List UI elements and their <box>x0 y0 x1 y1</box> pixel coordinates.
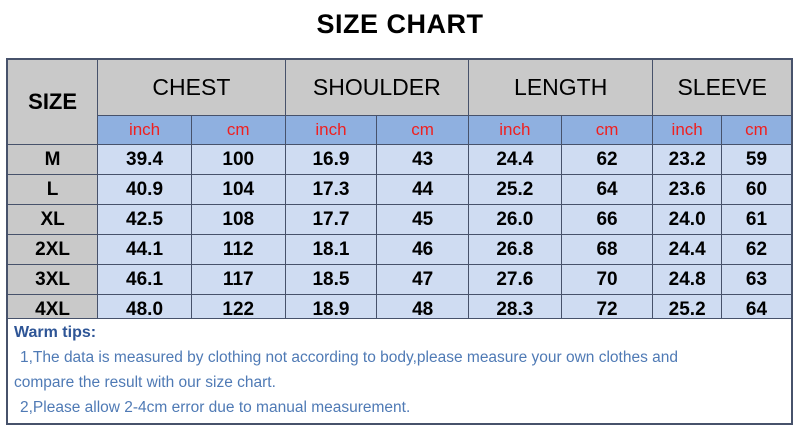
cell-sleeve-cm: 62 <box>720 234 793 265</box>
cell-size: M <box>6 144 99 175</box>
cell-chest-cm: 112 <box>190 234 286 265</box>
unit-length-inch: inch <box>467 115 562 145</box>
cell-shoulder-cm: 44 <box>376 174 469 205</box>
cell-length-cm: 64 <box>560 174 654 205</box>
warm-tips-line-2: compare the result with our size chart. <box>14 374 276 391</box>
header-row-groups: SIZE CHEST SHOULDER LENGTH SLEEVE <box>6 58 793 145</box>
header-row-units: inch cm inch cm inch cm inch cm <box>7 115 793 145</box>
cell-shoulder-inch: 17.3 <box>284 174 378 205</box>
cell-chest-cm: 100 <box>190 144 286 175</box>
cell-chest-cm: 104 <box>190 174 286 205</box>
cell-sleeve-inch: 23.6 <box>652 174 722 205</box>
cell-sleeve-cm: 61 <box>720 204 793 235</box>
size-table: SIZE CHEST SHOULDER LENGTH SLEEVE inch c… <box>6 58 793 326</box>
header-size: SIZE <box>6 58 99 145</box>
cell-shoulder-cm: 46 <box>376 234 469 265</box>
page-title: SIZE CHART <box>316 9 484 39</box>
warm-tips-section: Warm tips: 1,The data is measured by clo… <box>6 318 793 425</box>
cell-size: L <box>6 174 99 205</box>
table-row: M 39.4 100 16.9 43 24.4 62 23.2 59 <box>6 144 793 175</box>
cell-sleeve-cm: 59 <box>720 144 793 175</box>
header-group-shoulder: SHOULDER <box>284 58 469 116</box>
cell-length-cm: 66 <box>560 204 654 235</box>
unit-sleeve-inch: inch <box>652 115 722 145</box>
cell-sleeve-inch: 24.4 <box>652 234 722 265</box>
cell-length-cm: 62 <box>560 144 654 175</box>
cell-length-inch: 27.6 <box>467 264 562 295</box>
warm-tips-line-1: 1,The data is measured by clothing not a… <box>20 349 678 366</box>
cell-sleeve-cm: 60 <box>720 174 793 205</box>
cell-size: XL <box>6 204 99 235</box>
table-row: L 40.9 104 17.3 44 25.2 64 23.6 60 <box>6 174 793 205</box>
cell-chest-inch: 39.4 <box>97 144 192 175</box>
unit-chest-cm: cm <box>190 115 286 145</box>
cell-sleeve-inch: 24.8 <box>652 264 722 295</box>
cell-sleeve-cm: 63 <box>720 264 793 295</box>
cell-shoulder-inch: 18.1 <box>284 234 378 265</box>
header-group-sleeve: SLEEVE <box>652 58 793 116</box>
warm-tips-heading: Warm tips: <box>14 324 97 341</box>
header-group-length: LENGTH <box>467 58 654 116</box>
header-group-chest: CHEST <box>97 58 286 116</box>
cell-sleeve-inch: 24.0 <box>652 204 722 235</box>
unit-sleeve-cm: cm <box>720 115 793 145</box>
cell-shoulder-cm: 43 <box>376 144 469 175</box>
unit-shoulder-cm: cm <box>376 115 469 145</box>
table-row: 2XL 44.1 112 18.1 46 26.8 68 24.4 62 <box>6 234 793 265</box>
table-header: SIZE CHEST SHOULDER LENGTH SLEEVE inch c… <box>6 58 793 145</box>
cell-length-cm: 68 <box>560 234 654 265</box>
cell-size: 3XL <box>6 264 99 295</box>
table-row: XL 42.5 108 17.7 45 26.0 66 24.0 61 <box>6 204 793 235</box>
cell-length-cm: 70 <box>560 264 654 295</box>
cell-chest-inch: 46.1 <box>97 264 192 295</box>
warm-tips-line-3: 2,Please allow 2-4cm error due to manual… <box>20 399 411 416</box>
cell-shoulder-inch: 16.9 <box>284 144 378 175</box>
cell-shoulder-inch: 17.7 <box>284 204 378 235</box>
cell-length-inch: 26.0 <box>467 204 562 235</box>
cell-shoulder-cm: 47 <box>376 264 469 295</box>
cell-length-inch: 25.2 <box>467 174 562 205</box>
cell-chest-cm: 117 <box>190 264 286 295</box>
cell-chest-inch: 42.5 <box>97 204 192 235</box>
cell-shoulder-inch: 18.5 <box>284 264 378 295</box>
table-row: 3XL 46.1 117 18.5 47 27.6 70 24.8 63 <box>6 264 793 295</box>
unit-chest-inch: inch <box>97 115 192 145</box>
unit-length-cm: cm <box>560 115 654 145</box>
cell-length-inch: 24.4 <box>467 144 562 175</box>
cell-chest-inch: 40.9 <box>97 174 192 205</box>
size-table-container: SIZE CHEST SHOULDER LENGTH SLEEVE inch c… <box>6 58 793 326</box>
table-body: M 39.4 100 16.9 43 24.4 62 23.2 59 L 40.… <box>6 144 793 326</box>
cell-chest-cm: 108 <box>190 204 286 235</box>
unit-shoulder-inch: inch <box>284 115 378 145</box>
cell-sleeve-inch: 23.2 <box>652 144 722 175</box>
cell-size: 2XL <box>6 234 99 265</box>
cell-chest-inch: 44.1 <box>97 234 192 265</box>
cell-length-inch: 26.8 <box>467 234 562 265</box>
cell-shoulder-cm: 45 <box>376 204 469 235</box>
